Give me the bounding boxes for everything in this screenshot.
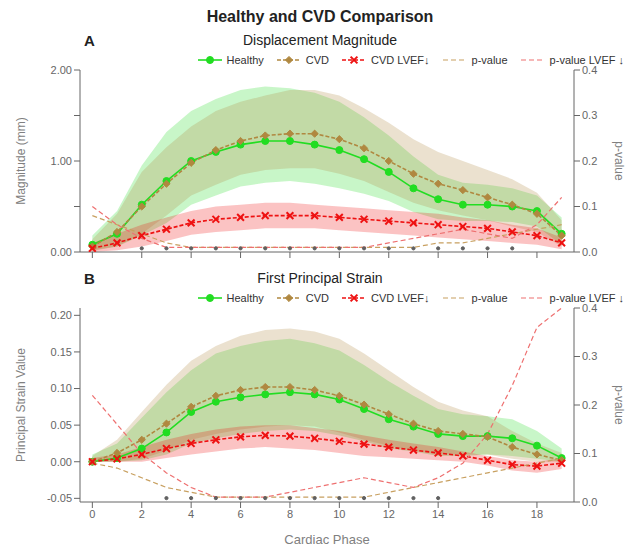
svg-text:1.00: 1.00 bbox=[51, 155, 72, 167]
html-text:Healthy: Healthy bbox=[226, 54, 264, 66]
svg-text:0.4: 0.4 bbox=[582, 64, 597, 76]
html-text:First Principal Strain: First Principal Strain bbox=[257, 270, 383, 286]
html-text:p-value: p-value bbox=[471, 54, 508, 66]
svg-text:p-value: p-value bbox=[612, 385, 626, 425]
svg-text:0.05: 0.05 bbox=[51, 419, 72, 431]
html-text:CVD LVEF↓: CVD LVEF↓ bbox=[371, 292, 430, 304]
html-text:Healthy and CVD Comparison: Healthy and CVD Comparison bbox=[206, 8, 434, 25]
svg-text:8: 8 bbox=[287, 508, 293, 520]
svg-text:2.00: 2.00 bbox=[51, 64, 72, 76]
svg-text:p-value: p-value bbox=[612, 141, 626, 181]
svg-text:0.10: 0.10 bbox=[51, 382, 72, 394]
svg-text:0.1: 0.1 bbox=[582, 447, 597, 459]
svg-text:6: 6 bbox=[237, 508, 243, 520]
svg-text:0: 0 bbox=[89, 508, 95, 520]
svg-text:0.4: 0.4 bbox=[582, 302, 597, 314]
svg-text:0.2: 0.2 bbox=[582, 155, 597, 167]
html-text:A: A bbox=[84, 32, 95, 49]
svg-text:2: 2 bbox=[139, 508, 145, 520]
svg-text:16: 16 bbox=[481, 508, 493, 520]
svg-text:0.15: 0.15 bbox=[51, 346, 72, 358]
svg-text:Magnitude (mm): Magnitude (mm) bbox=[14, 117, 28, 204]
svg-text:Principal Strain Value: Principal Strain Value bbox=[14, 348, 28, 462]
html-text:Healthy: Healthy bbox=[226, 292, 264, 304]
svg-text:12: 12 bbox=[383, 508, 395, 520]
svg-text:0.20: 0.20 bbox=[51, 309, 72, 321]
svg-text:4: 4 bbox=[188, 508, 194, 520]
svg-text:0.0: 0.0 bbox=[582, 496, 597, 508]
html-text:p-value: p-value bbox=[471, 292, 508, 304]
html-text:p-value LVEF ↓: p-value LVEF ↓ bbox=[549, 54, 624, 66]
svg-text:-0.05: -0.05 bbox=[47, 492, 72, 504]
svg-text:10: 10 bbox=[333, 508, 345, 520]
html-text:CVD: CVD bbox=[305, 292, 329, 304]
html-text:CVD LVEF↓: CVD LVEF↓ bbox=[371, 54, 430, 66]
svg-text:0.2: 0.2 bbox=[582, 399, 597, 411]
svg-text:0.3: 0.3 bbox=[582, 109, 597, 121]
svg-text:0.00: 0.00 bbox=[51, 246, 72, 258]
html-text:Displacement Magnitude: Displacement Magnitude bbox=[243, 32, 397, 48]
html-text:CVD: CVD bbox=[305, 54, 329, 66]
svg-text:0.00: 0.00 bbox=[51, 456, 72, 468]
html-text:B: B bbox=[84, 270, 95, 287]
svg-text:0.0: 0.0 bbox=[582, 246, 597, 258]
html-text:p-value LVEF ↓: p-value LVEF ↓ bbox=[549, 292, 624, 304]
svg-text:0.1: 0.1 bbox=[582, 200, 597, 212]
svg-text:14: 14 bbox=[432, 508, 444, 520]
svg-text:0.3: 0.3 bbox=[582, 350, 597, 362]
svg-text:18: 18 bbox=[531, 508, 543, 520]
svg-text:Cardiac Phase: Cardiac Phase bbox=[284, 532, 369, 547]
